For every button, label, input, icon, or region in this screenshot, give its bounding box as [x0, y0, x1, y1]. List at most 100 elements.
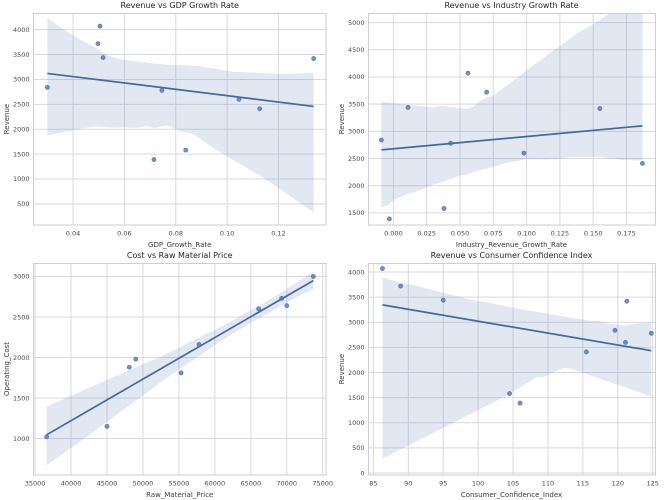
data-point	[310, 274, 316, 279]
gridlines	[33, 263, 326, 475]
x-tick-label: 105	[506, 480, 518, 488]
y-tick-label: 4000	[13, 26, 30, 34]
y-tick-label: 2500	[13, 313, 30, 321]
y-tick-label: 2000	[13, 354, 30, 362]
tick-labels: 1500 2000 2500 3000 3500 4000 4500 5000 0.000 0.0…	[347, 19, 635, 238]
x-tick-label: 90	[404, 480, 412, 488]
data-point	[596, 106, 602, 111]
data-point	[648, 330, 654, 336]
data-point	[397, 283, 403, 289]
x-tick-label: 0.12	[271, 230, 285, 238]
confidence-band	[46, 271, 314, 466]
data-point	[100, 55, 106, 60]
data-point	[583, 349, 589, 355]
x-tick-label: 40000	[61, 480, 82, 488]
x-tick-label: 0.075	[483, 230, 502, 238]
data-point	[506, 391, 512, 397]
data-point	[517, 400, 522, 406]
data-point	[44, 434, 49, 440]
data-point	[622, 339, 628, 345]
plot-border	[367, 263, 656, 476]
y-tick-label: 1000	[347, 419, 364, 427]
tick-labels: 500 1000 1500 2000 2500 3000 3500 4000 0.04 0.06 0…	[13, 26, 286, 238]
y-tick-label: 500	[352, 444, 364, 452]
y-tick-label: 4000	[347, 73, 364, 81]
x-tick-label: 0.10	[220, 230, 234, 238]
gridlines	[368, 13, 655, 225]
data-point	[183, 147, 189, 153]
y-tick-label: 2000	[347, 369, 364, 377]
x-tick-label: 125	[646, 480, 658, 488]
x-tick-label: 60000	[204, 480, 225, 488]
y-tick-label: 4500	[347, 46, 364, 54]
y-tick-label: 5000	[347, 19, 364, 27]
y-tick-label: 3000	[13, 76, 30, 84]
y-tick-label: 1000	[13, 435, 30, 443]
y-tick-label: 3000	[13, 273, 30, 281]
subplot-revenue-vs-industry-growth-rate: 1500 2000 2500 3000 3500 4000 4500 5000 0.000 0.0…	[335, 0, 669, 250]
x-tick-label: 70000	[276, 480, 297, 488]
x-tick-label: 0.050	[450, 230, 469, 238]
data-point	[151, 157, 157, 162]
x-tick-label: 0.025	[417, 230, 436, 238]
plot-border	[33, 263, 327, 476]
data-point	[196, 342, 202, 347]
plot-border	[367, 13, 656, 226]
data-point	[379, 266, 385, 271]
x-tick-label: 45000	[97, 480, 118, 488]
data-points	[378, 70, 645, 222]
plot-canvas-revenue-vs-confidence: 0 500 1000 1500 2000 2500 3000 3500 4000 85 90 95 10…	[347, 263, 658, 488]
data-point	[521, 150, 526, 156]
subplot-revenue-vs-consumer-confidence: 0 500 1000 1500 2000 2500 3000 3500 4000 85 90 95 10…	[335, 250, 669, 500]
regression-line	[381, 304, 651, 352]
x-tick-label: 0.100	[517, 230, 536, 238]
gridlines	[368, 263, 655, 475]
y-tick-label: 2500	[347, 155, 364, 163]
data-point	[133, 356, 139, 362]
y-tick-label: 3500	[347, 293, 364, 301]
plot-border	[33, 13, 327, 226]
y-tick-label: 2000	[347, 182, 364, 190]
y-tick-label: 1500	[347, 209, 364, 217]
x-tick-label: 0.000	[384, 230, 403, 238]
plot-canvas-cost-vs-raw-material: 1000 1500 2000 2500 3000 35000 40000 45000 50000…	[13, 263, 333, 488]
tick-labels: 1000 1500 2000 2500 3000 35000 40000 45000 50000…	[13, 273, 333, 488]
y-tick-label: 1000	[13, 175, 30, 183]
x-tick-label: 0.150	[583, 230, 602, 238]
y-tick-label: 1500	[13, 394, 30, 402]
data-point	[44, 85, 50, 90]
y-tick-label: 0	[360, 469, 364, 477]
data-point	[126, 364, 132, 370]
data-points	[44, 23, 317, 162]
regression-line	[47, 72, 314, 108]
x-tick-label: 115	[576, 480, 588, 488]
data-point	[279, 295, 285, 301]
data-point	[465, 70, 470, 76]
y-tick-label: 3500	[347, 100, 364, 108]
data-point	[623, 298, 629, 304]
y-tick-label: 4000	[347, 268, 364, 276]
y-tick-label: 1500	[13, 150, 30, 158]
data-point	[284, 303, 290, 309]
data-point	[159, 87, 165, 93]
data-point	[311, 56, 317, 61]
x-tick-label: 120	[611, 480, 623, 488]
data-point	[95, 41, 101, 47]
y-tick-label: 2500	[347, 344, 364, 352]
x-tick-label: 85	[369, 480, 377, 488]
y-tick-label: 3500	[13, 51, 30, 59]
subplot-revenue-vs-gdp-growth-rate: 500 1000 1500 2000 2500 3000 3500 4000 0.04 0.06 0…	[0, 0, 335, 250]
x-tick-label: 65000	[240, 480, 261, 488]
plot-canvas-revenue-vs-gdp: 500 1000 1500 2000 2500 3000 3500 4000 0.04 0.06 0…	[13, 13, 327, 238]
x-tick-label: 0.08	[169, 230, 183, 238]
data-points	[44, 274, 316, 440]
confidence-band	[47, 17, 314, 213]
x-tick-label: 0.04	[66, 230, 80, 238]
data-point	[104, 423, 110, 429]
data-point	[440, 297, 446, 303]
y-tick-label: 1500	[347, 394, 364, 402]
data-point	[236, 96, 242, 102]
x-tick-label: 55000	[169, 480, 190, 488]
tick-labels: 0 500 1000 1500 2000 2500 3000 3500 4000 85 90 95 10…	[347, 268, 658, 487]
